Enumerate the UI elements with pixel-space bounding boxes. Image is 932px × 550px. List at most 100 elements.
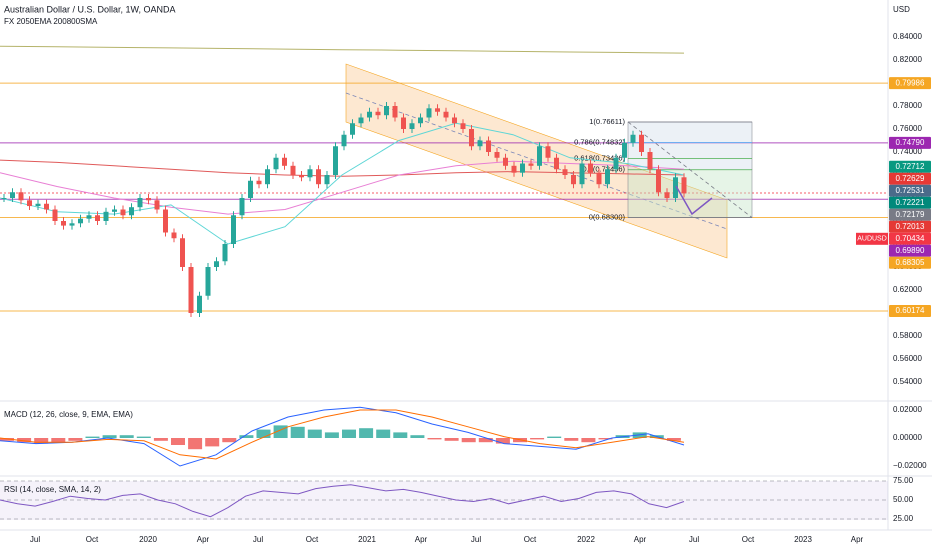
candle (299, 175, 304, 178)
candle (120, 209, 126, 216)
candle (282, 157, 287, 166)
candle (460, 123, 466, 129)
projection-arrow (675, 185, 713, 216)
candle (588, 163, 593, 173)
macd-bar (393, 432, 408, 438)
macd-signal (0, 409, 685, 460)
candle (171, 232, 177, 239)
candle (622, 142, 627, 158)
price-tag (889, 244, 931, 257)
macd-bar (68, 438, 83, 441)
macd-bar (547, 436, 562, 438)
candle (520, 163, 525, 173)
time-label: Apr (415, 535, 428, 544)
time-label: Jul (689, 535, 699, 544)
price-tag-label: 0.72629 (896, 174, 925, 183)
candle (316, 169, 321, 185)
channel-mid (345, 92, 728, 230)
candle (27, 200, 32, 207)
price-tag (889, 77, 931, 90)
title: Australian Dollar / U.S. Dollar, 1W, OAN… (4, 4, 176, 14)
candle (1, 198, 7, 199)
candle (375, 111, 381, 116)
price-tick-label: 0.58000 (893, 331, 922, 340)
candle (265, 169, 270, 185)
candle (290, 165, 296, 175)
time-label: Jul (471, 535, 481, 544)
price-tick-label: 0.54000 (893, 377, 922, 386)
candle (205, 267, 211, 296)
candle (188, 267, 194, 313)
macd-bar (478, 438, 493, 443)
price-tick-label: 0.78000 (893, 101, 922, 110)
rsi-line (0, 484, 685, 518)
time-label: Oct (742, 535, 755, 544)
macd-macd_line (0, 406, 685, 467)
candle (503, 157, 508, 166)
candle (426, 108, 432, 118)
candle (273, 157, 279, 170)
moving-average (0, 159, 685, 177)
candle (180, 238, 185, 267)
macd-bar (153, 438, 168, 441)
candle (452, 117, 457, 124)
candle (630, 134, 636, 143)
candle (69, 223, 75, 226)
fib-label: 0.5(0.72456) (582, 165, 625, 174)
candle (103, 211, 109, 221)
macd-bar (171, 438, 185, 445)
macd-tick-label: −0.02000 (893, 461, 927, 470)
price-tag-label: 0.68305 (896, 258, 925, 267)
time-label: 2022 (577, 535, 595, 544)
candle (656, 169, 661, 193)
candle (214, 261, 219, 267)
macd-bar (256, 429, 271, 438)
candle (443, 111, 449, 118)
candle (681, 177, 687, 194)
price-tag-label: 0.79986 (896, 78, 925, 87)
price-tag (889, 208, 931, 221)
candle (10, 192, 15, 198)
moving-average (0, 160, 685, 215)
rsi-band (0, 481, 888, 520)
macd-bar (598, 438, 613, 440)
price-tick-label: 0.56000 (893, 354, 922, 363)
candle (596, 172, 602, 185)
price-tag-label: 0.74790 (896, 138, 925, 147)
macd-bar (342, 429, 356, 438)
rsi-tick-label: 50.00 (893, 495, 914, 504)
rsi-label: RSI (14, close, SMA, 14, 2) (4, 485, 101, 494)
price-tag (889, 196, 931, 209)
candle (341, 134, 347, 147)
candle (392, 106, 398, 118)
price-tick-label: 0.82000 (893, 55, 922, 64)
fib-label: 0.618(0.73436) (574, 153, 625, 162)
candle (545, 146, 551, 158)
candle (664, 192, 670, 198)
macd-bar (427, 438, 442, 440)
candle (112, 209, 117, 212)
candle (95, 215, 100, 221)
time-label: Oct (524, 535, 537, 544)
candle (673, 177, 678, 198)
candle (44, 203, 49, 210)
macd-bar (85, 436, 100, 438)
macd-label: MACD (12, 26, close, 9, EMA, EMA) (4, 410, 133, 419)
candle (613, 157, 619, 170)
candle (418, 117, 423, 124)
candle (494, 152, 500, 158)
candle (409, 123, 415, 129)
macd-bar (188, 438, 203, 450)
candle (639, 134, 644, 152)
macd-bar (17, 438, 32, 443)
symbol-label: AUDUSD (857, 236, 887, 243)
price-tick-label: 0.84000 (893, 32, 922, 41)
currency: USD (893, 5, 910, 14)
macd-bar (307, 429, 322, 438)
macd-bar (205, 438, 220, 447)
candle (367, 111, 372, 118)
candle (605, 169, 610, 185)
macd-bar (495, 438, 510, 444)
